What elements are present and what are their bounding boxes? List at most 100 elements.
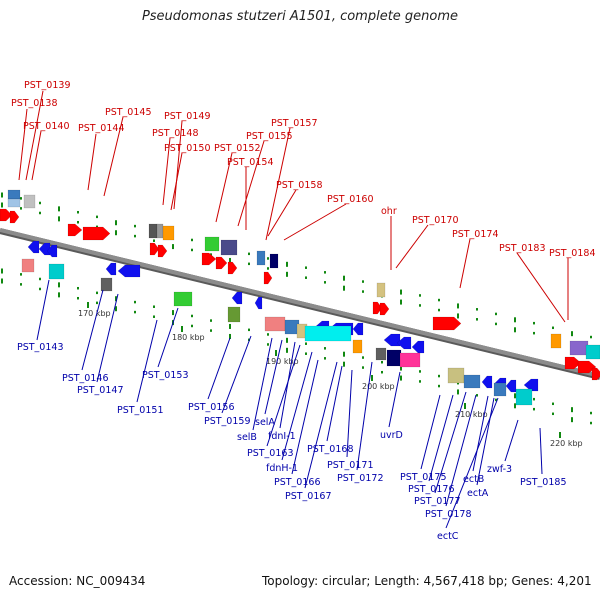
- reverse-gene: [352, 322, 364, 336]
- gene-label-bottom: selB: [237, 432, 257, 443]
- gene-label-top: ohr: [381, 206, 397, 217]
- label-leader: [265, 127, 291, 241]
- gene-label-top: PST_0145: [105, 107, 152, 118]
- forward-gene: [82, 226, 111, 241]
- reverse-gene: [481, 375, 493, 389]
- label-leader: [157, 307, 179, 368]
- gene-box: [7, 198, 21, 208]
- reverse-gene: [231, 291, 243, 305]
- label-leader: [459, 238, 471, 289]
- gene-box: [220, 239, 238, 256]
- gene-label-bottom: zwf-3: [487, 464, 512, 475]
- gene-box: [550, 333, 562, 349]
- reverse-gene: [254, 296, 263, 310]
- label-leader: [103, 116, 124, 197]
- backbone-line: [0, 228, 600, 378]
- scale-label: 170 kbp: [78, 309, 111, 318]
- gene-box: [515, 388, 533, 406]
- forward-gene: [432, 316, 462, 331]
- genome-summary-text: Topology: circular; Length: 4,567,418 bp…: [262, 574, 592, 588]
- label-leader: [472, 395, 489, 472]
- gene-label-top: PST_0154: [227, 157, 274, 168]
- forward-gene: [201, 252, 217, 266]
- scale-label: 190 kbp: [266, 357, 299, 366]
- label-leader: [96, 293, 119, 383]
- gene-label-top: PST_0184: [549, 248, 596, 259]
- forward-gene: [227, 261, 238, 275]
- label-leader: [388, 371, 401, 428]
- scale-label: 220 kbp: [550, 439, 583, 448]
- label-leader: [266, 344, 301, 447]
- gene-label-bottom: PST_0178: [425, 509, 472, 520]
- label-leader: [356, 361, 373, 471]
- gene-label-top: PST_0152: [214, 143, 261, 154]
- gene-label-bottom: PST_0166: [274, 477, 321, 488]
- label-leader: [428, 394, 454, 482]
- label-leader: [207, 337, 231, 400]
- label-leader: [237, 140, 265, 227]
- gene-box: [148, 223, 158, 239]
- gene-box: [227, 306, 241, 323]
- gene-label-bottom: fdnI-1: [268, 431, 296, 442]
- label-leader: [215, 152, 233, 223]
- forward-gene: [157, 244, 168, 258]
- gene-box: [447, 367, 465, 384]
- gene-box: [375, 347, 387, 361]
- gene-box: [256, 250, 266, 266]
- gene-label-bottom: uvrD: [380, 430, 403, 441]
- gene-label-top: PST_0170: [412, 215, 459, 226]
- scale-label: 210 kbp: [455, 410, 488, 419]
- gene-label-top: PST_0149: [164, 111, 211, 122]
- gene-label-bottom: PST_0156: [188, 402, 235, 413]
- label-leader: [31, 130, 42, 181]
- gene-box: [173, 291, 193, 307]
- label-leader: [539, 427, 543, 475]
- gene-label-bottom: PST_0176: [408, 484, 455, 495]
- label-leader: [395, 224, 429, 269]
- accession-text: Accession: NC_009434: [9, 574, 146, 588]
- forward-gene: [215, 256, 228, 270]
- label-leader: [170, 152, 183, 211]
- gene-label-top: PST_0157: [271, 118, 318, 129]
- gene-label-top: PST_0148: [152, 128, 199, 139]
- label-leader: [279, 341, 296, 429]
- reverse-gene: [411, 340, 425, 354]
- scale-label: 180 kbp: [172, 333, 205, 342]
- reverse-gene: [383, 333, 401, 347]
- gene-label-bottom: PST_0146: [62, 373, 109, 384]
- gene-label-bottom: PST_0163: [247, 448, 294, 459]
- gene-label-bottom: PST_0147: [77, 385, 124, 396]
- forward-gene: [149, 242, 160, 256]
- forward-gene: [67, 223, 83, 237]
- gene-label-bottom: selA: [255, 417, 275, 428]
- gene-box: [399, 352, 421, 368]
- forward-gene: [564, 356, 582, 370]
- gene-box: [304, 325, 352, 342]
- gene-box: [156, 223, 164, 239]
- gene-label-bottom: PST_0153: [142, 370, 189, 381]
- gene-label-top: PST_0155: [246, 131, 293, 142]
- gene-label-top: PST_0138: [11, 98, 58, 109]
- scale-label: 200 kbp: [362, 382, 395, 391]
- genome-title: Pseudomonas stutzeri A1501, complete gen…: [141, 9, 459, 24]
- gene-box: [100, 277, 113, 292]
- gene-label-top: PST_0183: [499, 243, 546, 254]
- label-leader: [162, 137, 171, 206]
- gene-box: [352, 339, 363, 354]
- label-leader: [252, 337, 273, 431]
- label-leader: [445, 394, 477, 507]
- gene-label-top: PST_0158: [276, 180, 323, 191]
- gene-box: [162, 225, 175, 241]
- label-leader: [420, 394, 441, 470]
- gene-label-bottom: fdnH-1: [266, 463, 298, 474]
- forward-gene: [379, 302, 390, 316]
- gene-box: [23, 194, 36, 209]
- gene-label-bottom: PST_0175: [400, 472, 447, 483]
- gene-label-top: PST_0140: [23, 121, 70, 132]
- gene-label-top: PST_0144: [78, 123, 125, 134]
- gene-label-bottom: PST_0172: [337, 473, 384, 484]
- forward-gene: [372, 301, 383, 315]
- label-leader: [173, 120, 183, 210]
